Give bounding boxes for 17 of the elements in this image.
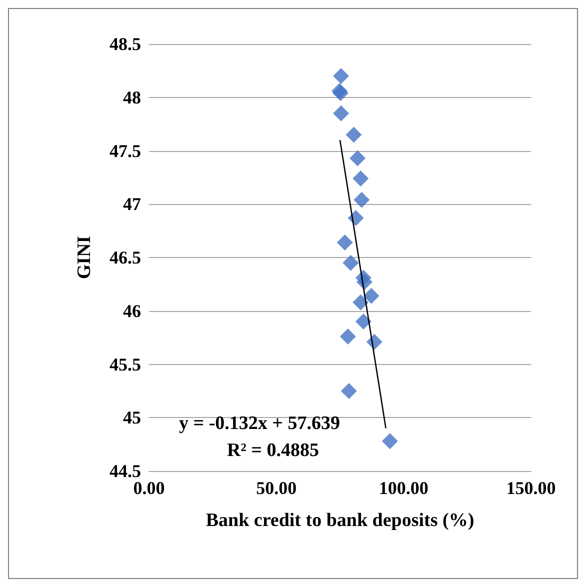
- x-tick-label: 50.00: [256, 478, 297, 498]
- x-axis-title: Bank credit to bank deposits (%): [206, 510, 474, 531]
- y-tick-label: 45: [123, 408, 141, 428]
- y-tick-label: 48.5: [110, 34, 141, 54]
- annotation: y = -0.132x + 57.639: [179, 413, 340, 434]
- y-tick-label: 48: [123, 87, 141, 108]
- y-tick-label: 45.5: [110, 354, 141, 374]
- y-tick-label: 47.5: [110, 140, 141, 161]
- x-tick-label: 150.00: [506, 478, 556, 498]
- y-tick-label: 46: [123, 300, 141, 321]
- y-tick-label: 47: [123, 194, 141, 214]
- y-tick-label: 46.5: [110, 248, 141, 268]
- y-tick-label: 44.5: [110, 461, 141, 481]
- x-tick-label: 0.00: [133, 478, 165, 498]
- y-axis-title: GINI: [74, 236, 95, 280]
- x-tick-label: 100.00: [378, 478, 428, 498]
- annotation: R² = 0.4885: [227, 440, 319, 461]
